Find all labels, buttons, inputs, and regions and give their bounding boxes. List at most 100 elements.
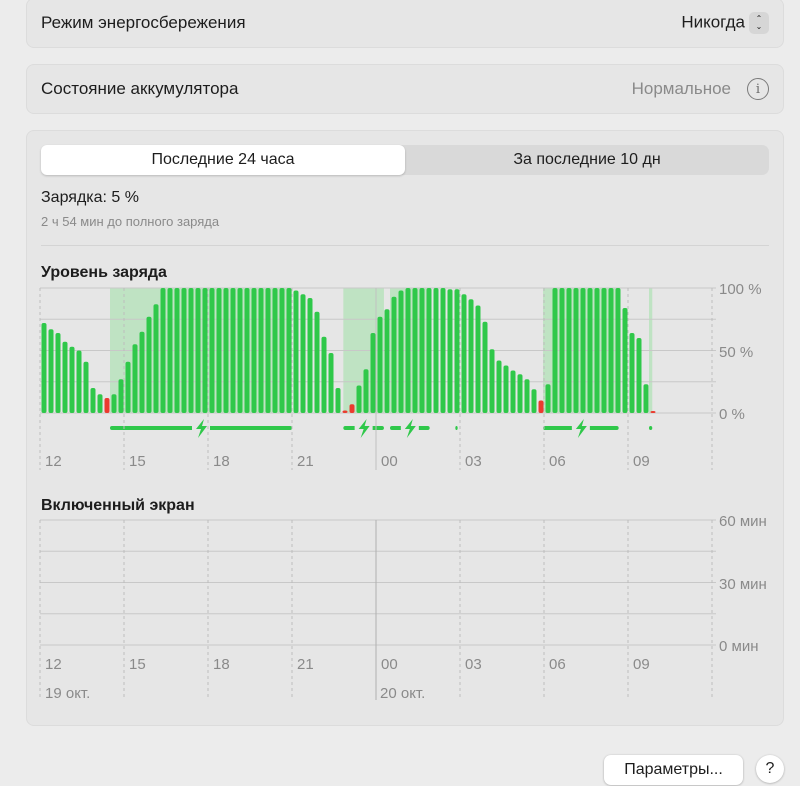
battery-bar <box>202 288 208 413</box>
divider <box>41 245 769 246</box>
battery-bar <box>76 350 82 413</box>
tab-last-24-hours[interactable]: Последние 24 часа <box>41 145 405 175</box>
battery-bar <box>167 288 173 413</box>
lightning-bolt-icon <box>575 419 587 438</box>
y-tick-label: 60 мин <box>719 513 767 530</box>
x-tick-label: 00 <box>381 453 398 470</box>
battery-bar <box>405 288 411 413</box>
charging-line <box>649 426 653 430</box>
battery-bar <box>272 288 278 413</box>
battery-bar <box>650 411 656 413</box>
x-tick-label: 06 <box>549 656 566 673</box>
x-tick-label: 06 <box>549 453 566 470</box>
battery-bar <box>335 388 341 413</box>
y-tick-label: 50 % <box>719 344 753 361</box>
battery-bar <box>69 346 75 413</box>
period-segmented-control: Последние 24 часа За последние 10 дн <box>41 145 769 175</box>
battery-bar <box>104 398 110 413</box>
low-power-label: Режим энергосбережения <box>41 13 246 32</box>
battery-bar <box>517 374 523 413</box>
help-button[interactable]: ? <box>756 755 784 783</box>
battery-bar <box>244 288 250 413</box>
up-down-chevron-icon: ⌃ ⌄ <box>749 12 769 34</box>
battery-bar <box>62 341 68 413</box>
battery-bar <box>349 404 355 413</box>
battery-bar <box>398 290 404 413</box>
x-tick-label: 12 <box>45 656 62 673</box>
battery-bar <box>370 333 376 413</box>
battery-bar <box>615 288 621 413</box>
battery-bar <box>132 344 138 413</box>
battery-bar <box>524 379 530 413</box>
battery-bar <box>195 288 201 413</box>
battery-bar <box>251 288 257 413</box>
battery-bar <box>643 384 649 413</box>
battery-bar <box>230 288 236 413</box>
battery-bar <box>216 288 222 413</box>
battery-bar <box>125 361 131 413</box>
battery-bar <box>83 361 89 413</box>
battery-bar <box>496 360 502 413</box>
x-tick-label: 03 <box>465 453 482 470</box>
low-power-select[interactable]: Никогда ⌃ ⌄ <box>681 12 769 34</box>
battery-bar <box>433 288 439 413</box>
battery-level-chart: Уровень заряда 100 % 50 % 0 % 12 15 18 21 00 03 0… <box>39 264 762 470</box>
battery-bar <box>552 288 558 413</box>
battery-bar <box>391 296 397 413</box>
battery-bar <box>279 288 285 413</box>
battery-bar <box>356 385 362 413</box>
info-icon[interactable]: i <box>747 78 769 100</box>
battery-bar <box>160 288 166 413</box>
battery-bar <box>314 311 320 413</box>
battery-bar <box>559 288 565 413</box>
battery-bar <box>489 349 495 413</box>
battery-bar <box>412 288 418 413</box>
x-tick-label: 21 <box>297 656 314 673</box>
battery-bar <box>594 288 600 413</box>
battery-bar <box>622 308 628 413</box>
battery-health-label: Состояние аккумулятора <box>41 79 239 98</box>
battery-bar <box>139 331 145 413</box>
date-label: 20 окт. <box>380 685 425 702</box>
battery-bar <box>482 321 488 413</box>
screen-on-title: Включенный экран <box>41 497 195 514</box>
battery-bar <box>447 289 453 413</box>
battery-bar <box>475 305 481 413</box>
x-tick-label: 00 <box>381 656 398 673</box>
battery-bar <box>41 323 47 413</box>
battery-bar <box>531 389 537 413</box>
battery-bar <box>188 288 194 413</box>
settings-button[interactable]: Параметры... <box>604 755 743 785</box>
battery-health-row: Состояние аккумулятора Нормальное i <box>26 64 784 114</box>
x-tick-label: 18 <box>213 453 230 470</box>
time-to-full: 2 ч 54 мин до полного заряда <box>41 214 220 229</box>
battery-bar <box>454 289 460 413</box>
battery-bar <box>328 353 334 413</box>
battery-bar <box>48 329 54 413</box>
charging-line <box>455 426 458 430</box>
screen-on-chart: Включенный экран 60 мин 30 мин 0 мин 12 15 18… <box>39 497 767 702</box>
battery-bar <box>573 288 579 413</box>
battery-level-title: Уровень заряда <box>41 264 167 281</box>
x-tick-label: 21 <box>297 453 314 470</box>
battery-bar <box>342 410 348 413</box>
date-label: 19 окт. <box>45 685 90 702</box>
battery-bar <box>440 288 446 413</box>
lightning-bolt-icon <box>404 419 416 438</box>
tab-last-10-days[interactable]: За последние 10 дн <box>513 151 661 168</box>
battery-health-value: Нормальное <box>631 79 731 98</box>
battery-bar <box>293 290 299 413</box>
y-tick-label: 30 мин <box>719 576 767 593</box>
battery-bar <box>118 379 124 413</box>
battery-bar <box>636 338 642 413</box>
x-tick-label: 09 <box>633 453 650 470</box>
battery-bar <box>468 299 474 413</box>
battery-bar <box>419 288 425 413</box>
x-tick-label: 03 <box>465 656 482 673</box>
battery-bar <box>111 394 117 413</box>
x-tick-label: 12 <box>45 453 62 470</box>
battery-bar <box>307 298 313 413</box>
x-tick-label: 09 <box>633 656 650 673</box>
x-tick-label: 18 <box>213 656 230 673</box>
battery-bar <box>321 336 327 413</box>
